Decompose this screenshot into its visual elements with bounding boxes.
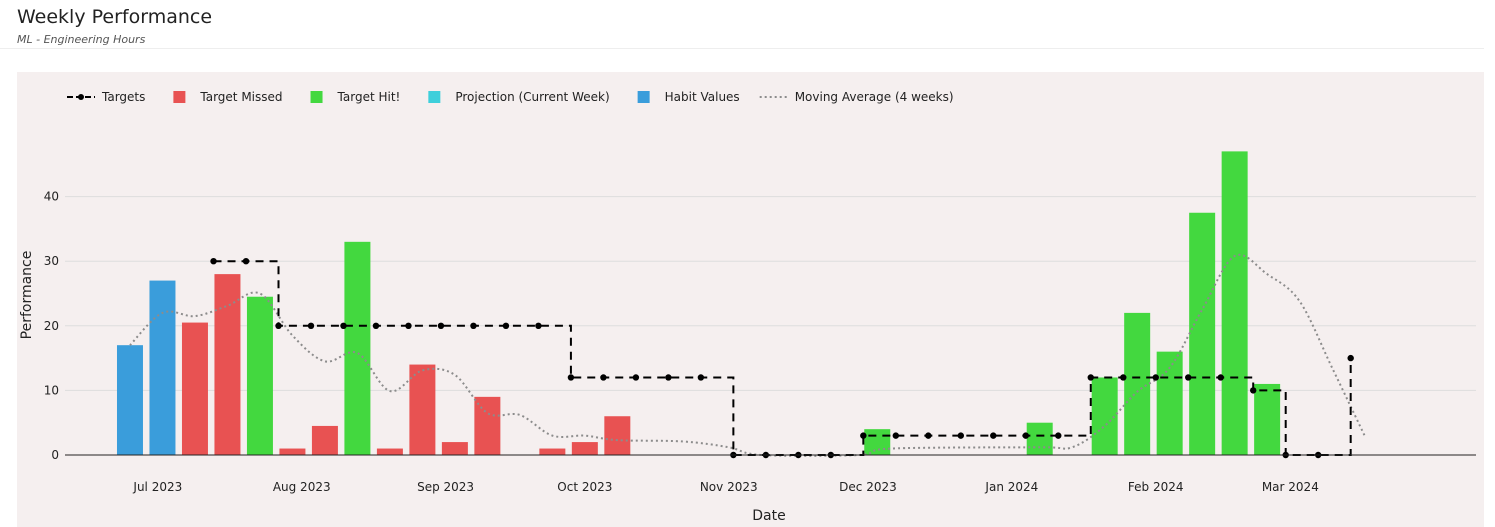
target-marker: [860, 432, 867, 439]
y-tick-label: 20: [44, 319, 59, 333]
target-marker: [535, 322, 542, 329]
bar-habit: [149, 280, 176, 455]
legend-swatch: [637, 91, 650, 103]
bar-target-hit: [344, 241, 371, 455]
target-marker: [1087, 374, 1094, 381]
target-marker: [1250, 387, 1257, 394]
bar-target-hit: [1026, 422, 1053, 455]
bar-target-missed: [214, 274, 241, 455]
legend-label: Target Missed: [199, 90, 282, 104]
legend-item-moving-average[interactable]: Moving Average (4 weeks): [759, 90, 954, 104]
bar-target-hit: [1124, 312, 1151, 455]
legend[interactable]: Targets Target Missed Target Hit! Projectio…: [67, 90, 954, 104]
target-marker: [1217, 374, 1224, 381]
bar-target-missed: [279, 448, 306, 455]
x-tick-label: Mar 2024: [1262, 480, 1319, 494]
x-tick-label: Sep 2023: [417, 480, 474, 494]
target-marker: [1120, 374, 1127, 381]
target-marker: [242, 258, 250, 265]
bar-habit: [116, 345, 143, 455]
chart-panel: 0 10 20 30 40 Jul 2023 Aug 2023 Sep 2023 Oct 202…: [17, 72, 1484, 527]
bar-target-hit: [1189, 212, 1216, 455]
target-marker: [1347, 354, 1354, 362]
legend-label: Target Hit!: [337, 90, 401, 104]
target-marker: [665, 374, 672, 381]
bar-target-missed: [311, 425, 338, 455]
target-marker: [957, 432, 964, 439]
target-marker: [1152, 374, 1159, 381]
legend-item-target-hit[interactable]: Target Hit!: [310, 90, 401, 104]
x-axis-title: Date: [752, 508, 785, 524]
target-marker: [1185, 374, 1192, 381]
bar-target-missed: [181, 322, 208, 455]
y-tick-label: 40: [44, 190, 59, 204]
bar-target-missed: [474, 396, 501, 455]
target-marker: [502, 322, 510, 329]
y-tick-label: 10: [44, 383, 59, 397]
x-tick-label: Oct 2023: [557, 480, 612, 494]
bar-target-missed: [376, 448, 403, 455]
bar-target-hit: [864, 429, 891, 455]
y-axis-title: Performance: [19, 251, 35, 340]
axes: 0 10 20 30 40 Jul 2023 Aug 2023 Sep 2023 Oct 202…: [44, 190, 1476, 494]
x-tick-label: Nov 2023: [700, 480, 758, 494]
target-marker: [697, 374, 705, 381]
target-marker: [1055, 432, 1062, 439]
y-tick-label: 0: [51, 448, 59, 462]
bar-target-missed: [604, 416, 631, 455]
target-marker: [275, 322, 282, 329]
performance-chart: 0 10 20 30 40 Jul 2023 Aug 2023 Sep 2023 Oct 202…: [19, 90, 1476, 524]
bar-series: [116, 151, 1281, 455]
grid-lines: [65, 196, 1476, 391]
legend-item-target-missed[interactable]: Target Missed: [173, 90, 283, 104]
x-tick-label: Dec 2023: [839, 480, 897, 494]
legend-label: Habit Values: [665, 90, 740, 104]
target-marker: [372, 322, 380, 329]
moving-average-line: [129, 253, 1366, 457]
x-tick-label: Jan 2024: [984, 480, 1038, 494]
legend-swatch: [428, 91, 441, 103]
target-marker: [340, 322, 347, 329]
target-marker: [925, 432, 932, 439]
bar-target-missed: [409, 364, 436, 455]
moving-average-series: [129, 253, 1366, 457]
legend-swatch-marker: [78, 94, 84, 100]
page-header: Weekly Performance ML - Engineering Hour…: [0, 0, 1484, 49]
legend-item-projection[interactable]: Projection (Current Week): [428, 90, 610, 104]
legend-label: Projection (Current Week): [455, 90, 609, 104]
x-tick-label: Aug 2023: [273, 480, 331, 494]
target-marker: [567, 374, 575, 381]
bar-target-hit: [1221, 151, 1248, 455]
legend-swatch: [310, 91, 323, 103]
legend-swatch: [173, 91, 186, 103]
target-marker: [470, 322, 477, 329]
target-marker: [892, 432, 900, 439]
target-marker: [437, 322, 445, 329]
legend-item-targets[interactable]: Targets: [67, 90, 145, 104]
target-marker: [307, 322, 315, 329]
bar-target-hit: [1254, 383, 1281, 455]
x-tick-label: Feb 2024: [1128, 480, 1184, 494]
legend-label: Moving Average (4 weeks): [795, 90, 954, 104]
target-marker: [632, 374, 640, 381]
bar-target-missed: [441, 442, 468, 455]
target-marker: [1022, 432, 1029, 439]
bar-target-missed: [539, 448, 566, 455]
target-marker: [210, 258, 217, 265]
y-tick-label: 30: [44, 254, 59, 268]
bar-target-missed: [571, 442, 598, 455]
page-subtitle: ML - Engineering Hours: [17, 33, 146, 46]
target-marker: [600, 374, 607, 381]
target-marker: [405, 322, 412, 329]
target-marker: [990, 432, 997, 439]
legend-item-habit[interactable]: Habit Values: [637, 90, 740, 104]
bar-target-hit: [246, 296, 273, 455]
legend-label: Targets: [101, 90, 145, 104]
page-title: Weekly Performance: [17, 6, 213, 28]
x-tick-label: Jul 2023: [132, 480, 182, 494]
